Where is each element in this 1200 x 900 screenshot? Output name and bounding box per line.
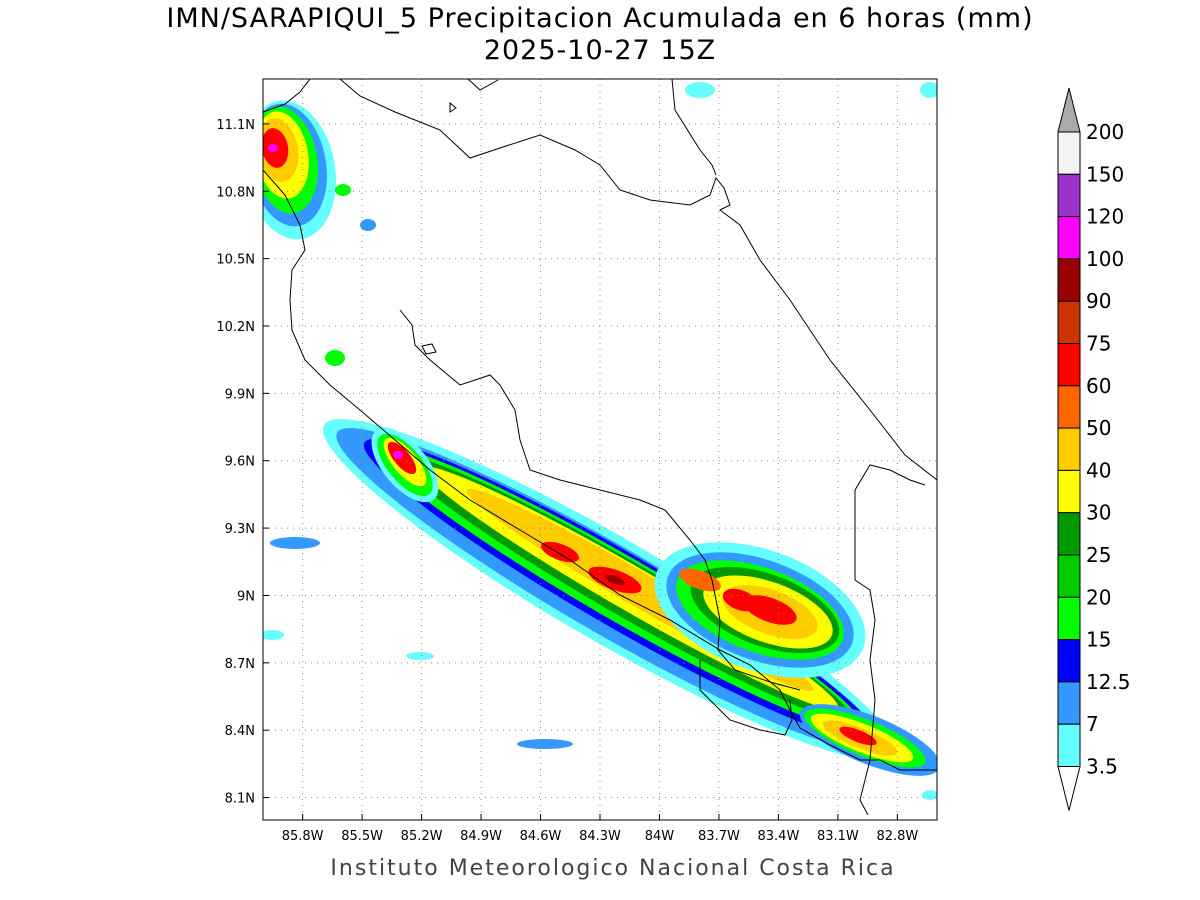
- lat-tick-label: 10.2N: [216, 320, 255, 335]
- lat-tick-label: 8.7N: [225, 657, 255, 672]
- colorbar-swatch: [1057, 258, 1081, 302]
- colorbar-legend: 200 150 120 100 90 75 60 50 40 30 25 20 15 12.5 7 3.5: [1057, 87, 1131, 811]
- precipitation-field: [263, 82, 937, 800]
- rain-cell-small: [335, 184, 351, 196]
- colorbar-swatch: [1057, 427, 1081, 471]
- longitude-axis: 85.8W 85.5W 85.2W 84.9W 84.6W 84.3W 84W 83.7W 83…: [282, 814, 918, 844]
- lat-tick-label: 8.1N: [225, 792, 255, 807]
- colorbar-swatch: [1057, 554, 1081, 598]
- rain-cell-small: [360, 219, 376, 231]
- lon-tick-label: 84.6W: [520, 829, 562, 844]
- colorbar-swatch: [1057, 173, 1081, 218]
- map-title: IMN/SARAPIQUI_5 Precipitacion Acumulada …: [166, 3, 1034, 34]
- colorbar-swatch: [1057, 512, 1081, 556]
- lon-tick-label: 82.8W: [876, 829, 918, 844]
- lon-tick-label: 83.1W: [817, 829, 859, 844]
- colorbar-label: 20: [1086, 585, 1111, 609]
- colorbar-label: 30: [1086, 501, 1111, 525]
- lat-tick-label: 10.8N: [216, 185, 255, 200]
- lon-tick-label: 85.8W: [282, 829, 324, 844]
- rain-cell-small: [922, 790, 937, 800]
- colorbar-swatch: [1057, 385, 1081, 429]
- colorbar-swatch: [1057, 469, 1081, 514]
- colorbar-swatch: [1057, 343, 1081, 387]
- coastline-borders: [263, 79, 937, 816]
- rain-cell-small: [263, 630, 284, 640]
- colorbar-label: 120: [1086, 205, 1124, 229]
- latitude-axis: 11.1N 10.8N 10.5N 10.2N 9.9N 9.6N 9.3N 9N 8.7N 8.…: [216, 118, 269, 807]
- lon-tick-label: 84W: [645, 829, 675, 844]
- rain-cell-small: [920, 82, 937, 98]
- rain-core: [722, 588, 758, 612]
- colorbar-top-arrow: [1057, 87, 1081, 133]
- rain-peak: [393, 451, 403, 459]
- colorbar-label: 200: [1086, 120, 1124, 144]
- colorbar-bottom-arrow: [1057, 766, 1081, 811]
- colorbar-swatch: [1057, 216, 1081, 260]
- rain-core-max: [605, 574, 625, 586]
- rain-cell-small: [325, 350, 345, 366]
- lon-tick-label: 85.2W: [401, 829, 443, 844]
- colorbar-label: 90: [1086, 289, 1111, 313]
- colorbar-swatch: [1057, 596, 1081, 641]
- colorbar-label: 25: [1086, 543, 1111, 567]
- colorbar-label: 7: [1086, 712, 1099, 736]
- lat-tick-label: 9.3N: [225, 522, 255, 537]
- colorbar-swatch: [1057, 681, 1081, 725]
- lat-tick-label: 9N: [237, 589, 255, 604]
- lat-tick-label: 11.1N: [216, 118, 255, 133]
- colorbar-swatch: [1057, 723, 1081, 768]
- rain-cell-small: [517, 739, 573, 749]
- lon-tick-label: 83.4W: [758, 829, 800, 844]
- rain-peak-northwest: [268, 144, 278, 152]
- lon-tick-label: 84.9W: [460, 829, 502, 844]
- colorbar-swatch: [1057, 639, 1081, 683]
- colorbar-label: 100: [1086, 247, 1124, 271]
- rain-cell-small: [270, 537, 320, 549]
- rain-core: [541, 541, 579, 563]
- colorbar-label: 60: [1086, 374, 1111, 398]
- lat-tick-label: 8.4N: [225, 724, 255, 739]
- colorbar-label: 15: [1086, 628, 1111, 652]
- colorbar-label: 3.5: [1086, 755, 1118, 779]
- colorbar-label: 12.5: [1086, 670, 1131, 694]
- colorbar-swatch: [1057, 131, 1081, 175]
- rain-cluster-south: [839, 726, 877, 746]
- colorbar-label: 40: [1086, 458, 1111, 482]
- map-timestamp: 2025-10-27 15Z: [483, 35, 717, 66]
- colorbar-label: 50: [1086, 416, 1111, 440]
- lon-tick-label: 83.7W: [698, 829, 740, 844]
- rain-cell-small: [685, 82, 715, 98]
- lat-tick-label: 9.6N: [225, 455, 255, 470]
- map-footer-credit: Instituto Meteorologico Nacional Costa R…: [330, 856, 896, 881]
- lon-tick-label: 85.5W: [341, 829, 383, 844]
- rain-cluster-coast: [387, 441, 417, 475]
- lat-tick-label: 9.9N: [225, 387, 255, 402]
- rain-core: [679, 568, 721, 592]
- lat-lon-grid: [263, 79, 937, 820]
- colorbar-swatch: [1057, 300, 1081, 345]
- lat-tick-label: 10.5N: [216, 253, 255, 268]
- colorbar-label: 75: [1086, 332, 1111, 356]
- rain-cell-small: [406, 652, 434, 660]
- lon-tick-label: 84.3W: [579, 829, 621, 844]
- colorbar-label: 150: [1086, 162, 1124, 186]
